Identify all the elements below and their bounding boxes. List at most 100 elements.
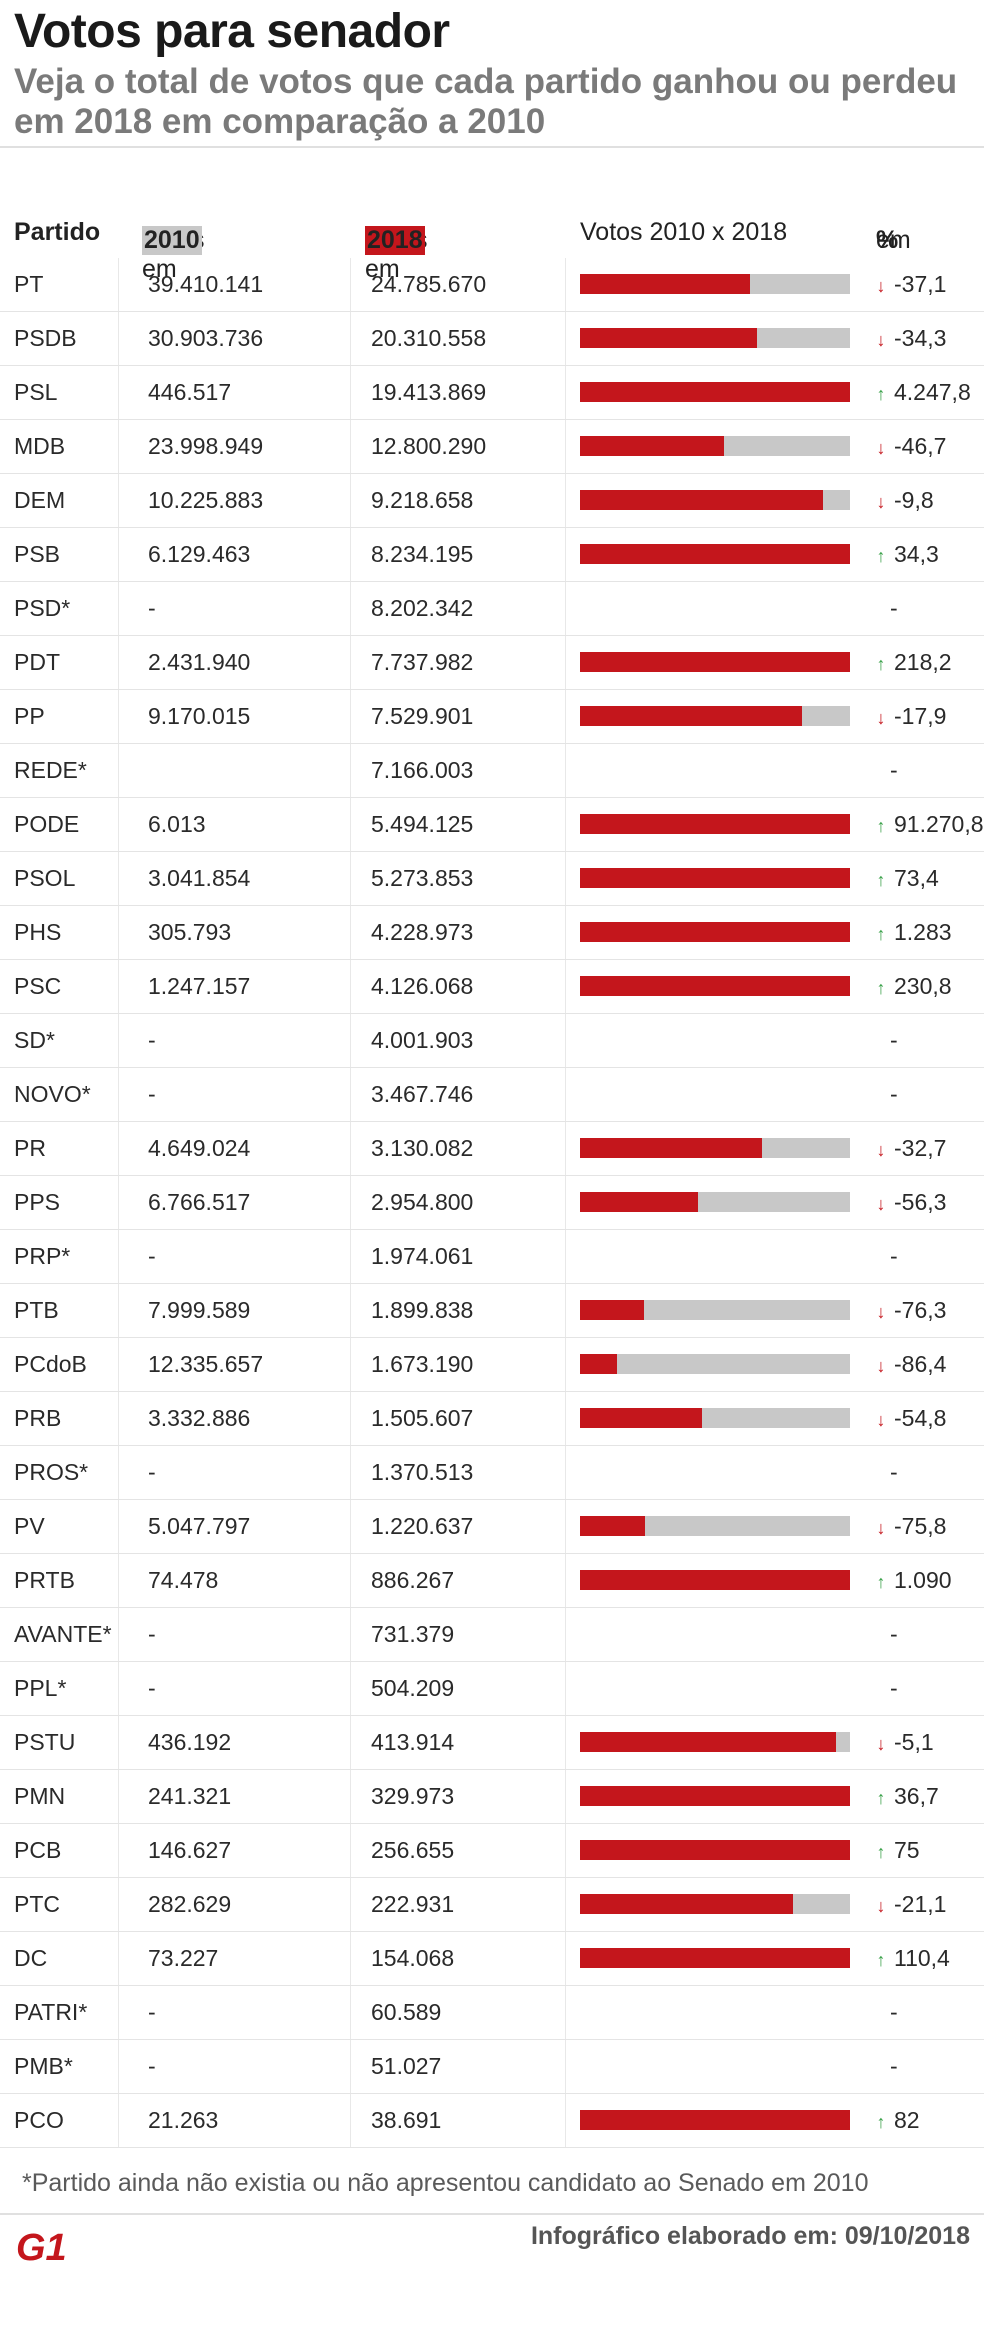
table-row: PSTU 436.192 413.914 ↓ -5,1 [0,1716,984,1770]
arrow-up-icon: ↑ [876,924,886,944]
column-separator [350,744,351,797]
votes-2010: 6.129.463 [148,541,251,567]
votes-2010: 73.227 [148,1945,219,1971]
column-separator [118,312,119,365]
column-separator [350,1608,351,1661]
column-separator [565,1986,566,2039]
table-row: PSOL 3.041.854 5.273.853 ↑ 73,4 [0,852,984,906]
bottom-divider [0,2213,984,2215]
column-separator [565,744,566,797]
comparison-bar [580,1840,860,1860]
pct-change: - [890,1014,898,1067]
party-name: DC [14,1945,48,1971]
column-separator [118,906,119,959]
votes-2018: 3.467.746 [371,1081,474,1107]
column-separator [565,1284,566,1337]
bar-2018 [580,1894,793,1914]
pct-value: 34,3 [894,541,939,567]
votes-2018: 3.130.082 [371,1135,474,1161]
pct-value: 91.270,8 [894,811,984,837]
table-row: PDT 2.431.940 7.737.982 ↑ 218,2 [0,636,984,690]
column-separator [565,1176,566,1229]
bar-2018 [580,1786,850,1806]
column-separator [565,1230,566,1283]
pct-change: ↓ -86,4 [874,1338,947,1391]
votes-2010: 21.263 [148,2107,219,2133]
column-separator [350,1176,351,1229]
arrow-down-icon: ↓ [876,1896,886,1916]
votes-2010: 23.998.949 [148,433,264,459]
column-separator [565,1500,566,1553]
arrow-up-icon: ↑ [876,1788,886,1808]
bar-2018 [580,652,850,672]
column-separator [565,1932,566,1985]
votes-2018: 222.931 [371,1891,455,1917]
pct-value: -32,7 [894,1135,947,1161]
table-row: PSL 446.517 19.413.869 ↑ 4.247,8 [0,366,984,420]
votes-2018: 256.655 [371,1837,455,1863]
arrow-down-icon: ↓ [876,276,886,296]
comparison-bar [580,1894,860,1914]
comparison-bar [580,814,860,834]
pct-value: - [890,1621,898,1647]
table-row: PPS 6.766.517 2.954.800 ↓ -56,3 [0,1176,984,1230]
table-row: PTB 7.999.589 1.899.838 ↓ -76,3 [0,1284,984,1338]
footnote: *Partido ainda não existia ou não aprese… [22,2169,869,2197]
column-separator [565,474,566,527]
header-year-2010: 2010 [142,226,202,255]
pct-change: ↓ -56,3 [874,1176,947,1229]
bar-2018 [580,1138,762,1158]
bar-2018 [580,868,850,888]
votes-2018: 7.166.003 [371,757,474,783]
column-separator [118,960,119,1013]
arrow-up-icon: ↑ [876,816,886,836]
pct-value: -46,7 [894,433,947,459]
column-separator [350,1284,351,1337]
comparison-bar [580,1786,860,1806]
column-separator [350,1878,351,1931]
comparison-bar [580,274,860,294]
column-separator [350,1014,351,1067]
comparison-bar [580,706,860,726]
pct-value: - [890,2053,898,2079]
pct-value: -9,8 [894,487,934,513]
bar-2010 [580,1354,850,1374]
column-separator [118,1446,119,1499]
column-separator [118,420,119,473]
bar-2018 [580,976,850,996]
votes-2018: 20.310.558 [371,325,487,351]
comparison-bar [580,2110,860,2130]
pct-value: 110,4 [894,1945,950,1971]
bar-2018 [580,706,802,726]
column-separator [118,1878,119,1931]
votes-2010: - [148,1081,156,1107]
pct-value: 4.247,8 [894,379,971,405]
votes-2010: - [148,1459,156,1485]
votes-2018: 1.370.513 [371,1459,474,1485]
bar-2018 [580,1948,850,1968]
party-name: PDT [14,649,60,675]
table-row: PMN 241.321 329.973 ↑ 36,7 [0,1770,984,1824]
votes-2018: 5.494.125 [371,811,474,837]
column-separator [118,474,119,527]
bar-2018 [580,1192,698,1212]
bar-2018 [580,328,758,348]
party-name: PCB [14,1837,62,1863]
party-name: PHS [14,919,62,945]
pct-value: -5,1 [894,1729,934,1755]
comparison-bar [580,652,860,672]
pct-change: ↓ -37,1 [874,258,947,311]
table-row: AVANTE* - 731.379 - [0,1608,984,1662]
party-name: PTB [14,1297,59,1323]
table-row: PCO 21.263 38.691 ↑ 82 [0,2094,984,2148]
party-name: REDE* [14,757,87,783]
column-separator [118,2040,119,2093]
party-name: PP [14,703,45,729]
table-row: PRP* - 1.974.061 - [0,1230,984,1284]
votes-2018: 51.027 [371,2053,442,2079]
votes-2018: 1.220.637 [371,1513,474,1539]
table-row: PCB 146.627 256.655 ↑ 75 [0,1824,984,1878]
votes-2018: 12.800.290 [371,433,487,459]
comparison-bar [580,1192,860,1212]
top-divider [0,146,984,148]
